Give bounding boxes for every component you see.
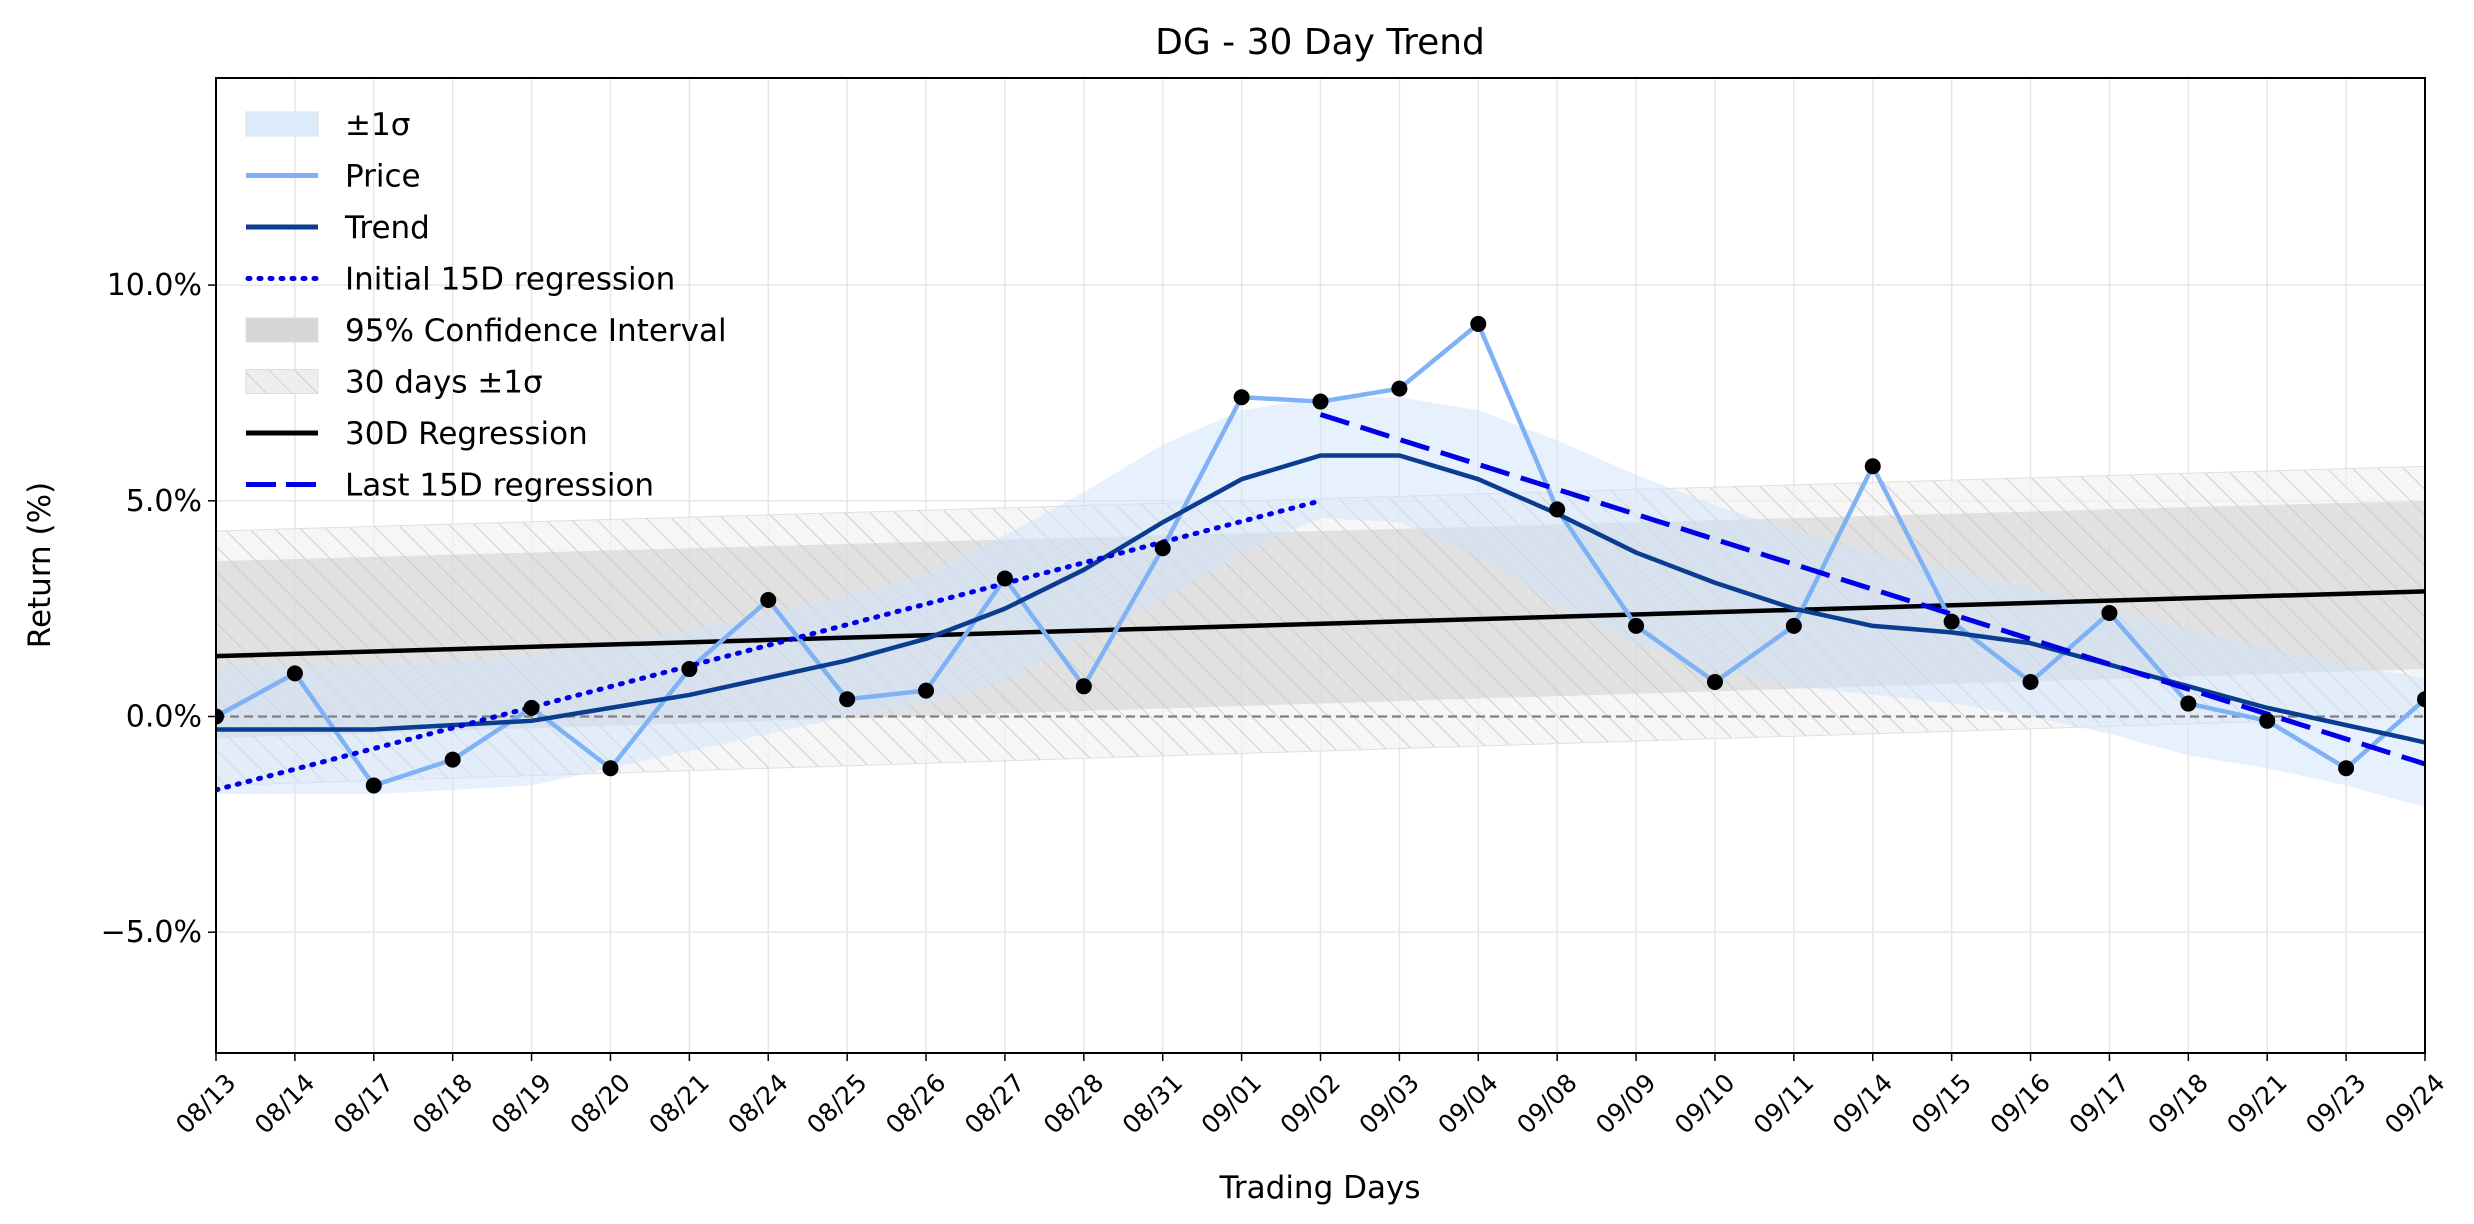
legend-item: Initial 15D regression xyxy=(245,262,675,298)
y-tick-label: −5.0% xyxy=(101,915,202,950)
price-point xyxy=(2259,712,2276,729)
x-axis-label: Trading Days xyxy=(1219,1170,1421,1206)
legend-item: 30 days ±1σ xyxy=(245,365,543,401)
legend-item: 95% Confidence Interval xyxy=(245,313,727,349)
price-point xyxy=(918,682,935,699)
price-point xyxy=(1785,617,1802,634)
price-point xyxy=(1628,617,1645,634)
legend-item: ±1σ xyxy=(245,107,410,143)
sigma-band xyxy=(216,397,2425,808)
price-point xyxy=(1706,673,1723,690)
price-point xyxy=(839,691,856,708)
legend-label: Trend xyxy=(344,210,430,246)
legend: ±1σ Price Trend Initial 15D regression 95% C… xyxy=(245,107,727,504)
price-point xyxy=(681,661,698,678)
price-point xyxy=(2338,760,2355,777)
price-point xyxy=(1075,678,1092,695)
price-point xyxy=(2417,691,2425,708)
y-tick-label: 5.0% xyxy=(126,484,202,519)
plot-area xyxy=(215,77,2426,1054)
legend-label: 30 days ±1σ xyxy=(345,365,543,401)
legend-label: Last 15D regression xyxy=(345,468,654,504)
price-point xyxy=(2022,673,2039,690)
y-tick-label: 10.0% xyxy=(107,268,202,303)
hatched-band-swatch-pattern xyxy=(246,369,318,394)
price-point xyxy=(760,592,777,609)
price-point xyxy=(2180,695,2197,712)
y-tick-label: 0.0% xyxy=(126,699,202,734)
legend-label: 95% Confidence Interval xyxy=(345,313,727,349)
legend-item: Last 15D regression xyxy=(246,468,654,504)
legend-item: 30D Regression xyxy=(246,416,588,452)
price-point xyxy=(2101,604,2118,621)
y-axis-label: Return (%) xyxy=(22,482,58,648)
price-point xyxy=(1549,501,1566,518)
initial-15d-regression-line xyxy=(216,498,1323,793)
price-point xyxy=(1391,380,1408,397)
light-blue-band-swatch xyxy=(245,111,319,137)
price-point xyxy=(1864,458,1881,475)
price-point xyxy=(286,665,303,682)
gray-band-swatch xyxy=(245,317,319,343)
legend-item: Price xyxy=(246,159,421,195)
price-point xyxy=(523,699,540,716)
price-point xyxy=(1154,540,1171,557)
price-point xyxy=(444,751,461,768)
price-point xyxy=(1470,315,1487,332)
price-point xyxy=(602,760,619,777)
regression-30d-line xyxy=(216,589,2425,659)
price-point xyxy=(1233,389,1250,406)
legend-label: 30D Regression xyxy=(345,416,588,452)
chart-title: DG - 30 Day Trend xyxy=(1155,22,1485,63)
y-axis: −5.0% 0.0% 5.0% 10.0% xyxy=(101,268,216,950)
price-point xyxy=(996,570,1013,587)
last-15d-regression-line xyxy=(1319,412,2425,767)
price-point xyxy=(1943,613,1960,630)
plot-clip-group xyxy=(216,78,2425,1053)
legend-label: Initial 15D regression xyxy=(345,262,675,298)
legend-item: Trend xyxy=(246,210,430,246)
price-point xyxy=(365,777,382,794)
trend-line xyxy=(216,453,2425,745)
legend-label: Price xyxy=(345,159,421,195)
price-point xyxy=(1312,393,1329,410)
legend-label: ±1σ xyxy=(345,107,410,143)
price-point xyxy=(216,708,224,725)
